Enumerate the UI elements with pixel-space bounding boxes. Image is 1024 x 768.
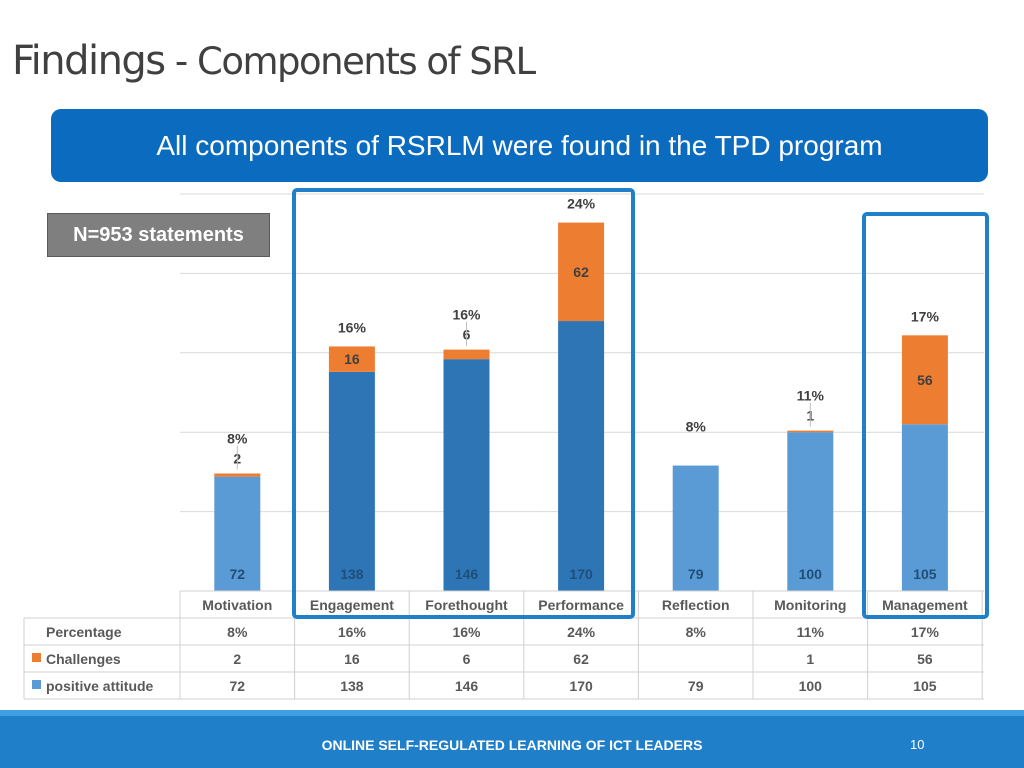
data-label-percentage: 8% <box>227 430 248 446</box>
legend-label-challenges: Challenges <box>46 651 121 667</box>
data-label-percentage: 16% <box>338 319 367 335</box>
data-label-percentage: 24% <box>567 196 596 212</box>
data-label-positive: 170 <box>569 566 593 582</box>
bar-positive-forethought <box>443 359 490 591</box>
category-label: Reflection <box>662 597 730 613</box>
data-label-percentage: 8% <box>686 419 707 435</box>
table-cell-challenges: 2 <box>233 651 241 667</box>
category-label: Management <box>882 597 968 613</box>
highlight-box-management <box>862 212 989 619</box>
data-label-challenges: 56 <box>917 372 933 388</box>
footer-accent-line <box>0 710 1024 716</box>
table-row-label-percentage: Percentage <box>46 624 122 640</box>
highlight-box-engagement-performance <box>292 188 635 619</box>
table-cell-percentage: 16% <box>338 624 367 640</box>
bar-challenges-forethought <box>443 349 490 360</box>
table-cell-challenges: 1 <box>806 651 814 667</box>
bar-positive-reflection <box>672 465 719 591</box>
table-cell-positive: 138 <box>340 678 364 694</box>
category-label: Motivation <box>202 597 272 613</box>
title-sub: - Components of SRL <box>164 40 536 83</box>
category-label: Forethought <box>425 597 508 613</box>
data-label-percentage: 16% <box>452 307 481 323</box>
table-cell-positive: 79 <box>688 678 704 694</box>
bar-positive-performance <box>558 321 605 591</box>
table-cell-percentage: 17% <box>911 624 940 640</box>
banner-text: All components of RSRLM were found in th… <box>156 129 883 161</box>
bar-challenges-engagement <box>328 346 375 372</box>
data-label-challenges: 62 <box>573 264 589 280</box>
legend-swatch-positive <box>32 680 41 689</box>
table-cell-challenges: 56 <box>917 651 933 667</box>
bar-challenges-performance <box>558 222 605 322</box>
data-label-positive: 146 <box>455 566 479 582</box>
data-label-percentage: 17% <box>911 308 940 324</box>
bar-positive-engagement <box>328 371 375 591</box>
data-label-positive: 72 <box>230 566 246 582</box>
table-cell-percentage: 11% <box>797 624 825 640</box>
table-cell-percentage: 8% <box>686 624 707 640</box>
legend-swatch-challenges <box>32 653 41 662</box>
table-cell-positive: 72 <box>230 678 246 694</box>
data-label-positive: 79 <box>688 566 704 582</box>
table-cell-positive: 146 <box>455 678 479 694</box>
data-label-positive: 100 <box>799 566 823 582</box>
table-cell-percentage: 24% <box>567 624 596 640</box>
sample-size-label: N=953 statements <box>73 223 244 246</box>
category-label: Engagement <box>310 597 394 613</box>
table-cell-challenges: 16 <box>344 651 360 667</box>
bar-positive-management <box>901 424 948 591</box>
table-cell-positive: 170 <box>569 678 593 694</box>
data-label-challenges: 16 <box>344 351 360 367</box>
table-cell-percentage: 16% <box>452 624 481 640</box>
data-label-percentage: 11% <box>797 388 825 404</box>
bar-challenges-management <box>901 335 948 425</box>
summary-banner: All components of RSRLM were found in th… <box>51 109 988 182</box>
table-cell-challenges: 6 <box>463 651 471 667</box>
page-title: Findings - Components of SRL <box>12 38 536 84</box>
category-label: Performance <box>538 597 624 613</box>
title-main: Findings <box>12 38 166 84</box>
bar-positive-monitoring <box>787 432 834 591</box>
legend-label-positive: positive attitude <box>46 678 154 694</box>
table-cell-positive: 105 <box>913 678 937 694</box>
data-label-positive: 105 <box>913 566 937 582</box>
stacked-bar-chart: 72 2 8% 138 16 16% 146 6 16% 170 62 24% 79 8% 100 1 11% 1… <box>23 188 989 700</box>
page-number: 10 <box>910 737 925 752</box>
table-cell-percentage: 8% <box>227 624 248 640</box>
bar-challenges-monitoring <box>787 430 834 433</box>
category-label: Monitoring <box>774 597 846 613</box>
table-cell-challenges: 62 <box>573 651 589 667</box>
bar-challenges-motivation <box>214 473 261 477</box>
table-cell-positive: 100 <box>799 678 823 694</box>
footer-title: ONLINE SELF-REGULATED LEARNING OF ICT LE… <box>321 737 703 753</box>
bar-positive-motivation <box>214 476 261 591</box>
data-label-positive: 138 <box>340 566 364 582</box>
sample-size-box: N=953 statements <box>47 213 270 257</box>
footer-bar: ONLINE SELF-REGULATED LEARNING OF ICT LE… <box>0 716 1024 768</box>
